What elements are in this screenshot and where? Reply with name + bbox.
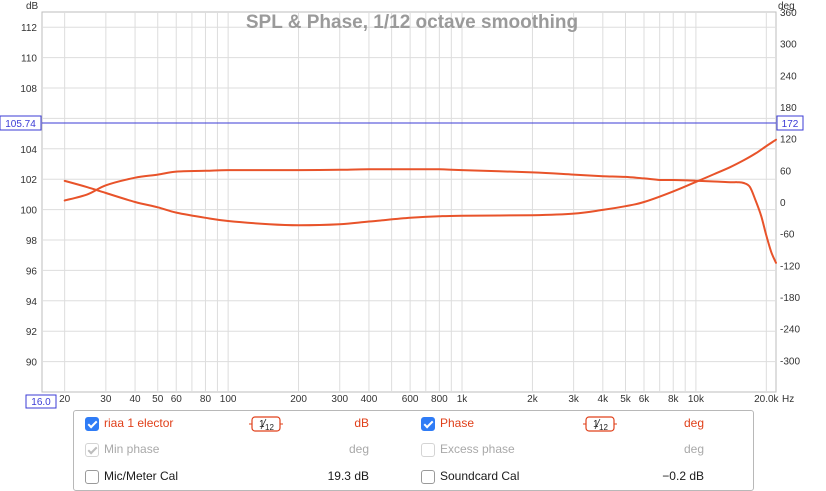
excess-phase-checkbox[interactable] (421, 443, 435, 457)
left-axis-unit: dB (26, 1, 39, 12)
x-tick-label: 3k (568, 394, 580, 405)
cursor-right-value: 172 (782, 119, 799, 130)
soundcard-cal-label: Soundcard Cal (440, 469, 520, 483)
x-tick-label: 80 (200, 394, 212, 405)
x-tick-label: 4k (598, 394, 610, 405)
left-tick-label: 94 (26, 297, 38, 308)
x-tick-label: 20 (59, 394, 71, 405)
x-tick-label: 30 (100, 394, 112, 405)
right-tick-label: 180 (780, 103, 797, 114)
right-tick-label: -120 (780, 261, 800, 272)
x-tick-label: 6k (639, 394, 651, 405)
grid (41, 11, 777, 393)
x-tick-label: 300 (331, 394, 348, 405)
soundcard-cal-value: −0.2 dB (662, 469, 704, 483)
x-tick-label: 8k (668, 394, 680, 405)
x-start-box (25, 394, 57, 409)
trace-control-panel: riaa 1 elector 1 12 dB Phase 1 12 deg Mi… (73, 410, 754, 491)
right-tick-label: 240 (780, 71, 797, 82)
left-tick-label: 100 (20, 206, 37, 217)
control-row-3: Mic/Meter Cal 19.3 dB Soundcard Cal −0.2… (74, 466, 753, 486)
right-tick-label: -240 (780, 325, 800, 336)
phase-trace-label: Phase (440, 416, 475, 430)
right-tick-label: 360 (780, 8, 797, 19)
x-tick-label: 2k (527, 394, 539, 405)
left-tick-label: 112 (21, 23, 37, 34)
left-tick-label: 110 (21, 54, 37, 65)
riaa-smoothing-numerator: 1 (259, 419, 265, 430)
x-tick-label: 600 (402, 394, 419, 405)
left-tick-label: 98 (26, 236, 38, 247)
riaa-smoothing-button[interactable]: 1 12 (249, 416, 283, 432)
phase-smoothing-button[interactable]: 1 12 (583, 416, 617, 432)
phase-smoothing-denominator: 12 (599, 423, 608, 432)
left-tick-label: 102 (20, 175, 37, 186)
plot-frame (41, 11, 777, 393)
x-tick-label: 60 (171, 394, 183, 405)
series (63, 138, 777, 264)
soundcard-cal-checkbox[interactable] (421, 470, 435, 484)
right-tick-label: -60 (780, 230, 795, 241)
right-tick-label: 120 (780, 135, 797, 146)
excess-phase-unit: deg (683, 442, 704, 456)
x-tick-label: 10k (688, 394, 705, 405)
x-tick-label: 50 (152, 394, 164, 405)
riaa-trace-label: riaa 1 elector (104, 416, 174, 430)
x-axis-unit: Hz (782, 394, 794, 405)
x-tick-label: 40 (130, 394, 142, 405)
mic-meter-cal-label: Mic/Meter Cal (104, 469, 179, 483)
riaa-trace-checkbox[interactable] (85, 417, 99, 431)
control-row-2: Min phase deg Excess phase deg (74, 439, 753, 459)
phase-trace-checkbox[interactable] (421, 417, 435, 431)
mic-meter-cal-checkbox[interactable] (85, 470, 99, 484)
riaa-unit: dB (354, 416, 369, 430)
right-tick-label: 60 (780, 166, 792, 177)
x-tick-label: 5k (620, 394, 632, 405)
right-tick-label: -300 (780, 356, 800, 367)
x-tick-label: 200 (290, 394, 307, 405)
right-tick-label: 0 (780, 198, 786, 209)
left-tick-label: 92 (26, 327, 38, 338)
cursor[interactable]: 105.74 172 16.0 (0, 115, 804, 409)
x-start-value: 16.0 (31, 397, 51, 408)
left-tick-label: 108 (20, 84, 37, 95)
left-tick-label: 90 (26, 358, 38, 369)
cursor-left-value: 105.74 (5, 119, 36, 130)
right-axis-unit: deg (778, 1, 795, 12)
min-phase-label: Min phase (104, 442, 160, 456)
cursor-left-box (0, 115, 42, 131)
x-tick-label: 800 (431, 394, 448, 405)
phase-unit: deg (683, 416, 704, 430)
chart-title: SPL & Phase, 1/12 octave smoothing (246, 12, 578, 33)
min-phase-checkbox[interactable] (85, 443, 99, 457)
left-tick-label: 104 (20, 145, 37, 156)
phase-smoothing-numerator: 1 (593, 419, 599, 430)
right-tick-label: -180 (780, 293, 800, 304)
chart-area[interactable]: 1121101081061041021009896949290360300240… (0, 0, 826, 410)
left-tick-label: 96 (26, 266, 38, 277)
excess-phase-label: Excess phase (440, 442, 515, 456)
x-tick-label: 400 (361, 394, 378, 405)
phase-trace-line (63, 138, 777, 227)
min-phase-unit: deg (348, 442, 369, 456)
x-tick-label: 1k (457, 394, 469, 405)
right-tick-label: 300 (780, 40, 797, 51)
control-row-1: riaa 1 elector 1 12 dB Phase 1 12 deg (74, 413, 753, 433)
cursor-right-box (776, 115, 804, 131)
spl-trace-line (63, 168, 777, 264)
riaa-smoothing-denominator: 12 (265, 423, 274, 432)
mic-meter-cal-value: 19.3 dB (327, 469, 369, 483)
x-tick-label: 100 (220, 394, 237, 405)
x-tick-label: 20.0k (754, 394, 779, 405)
